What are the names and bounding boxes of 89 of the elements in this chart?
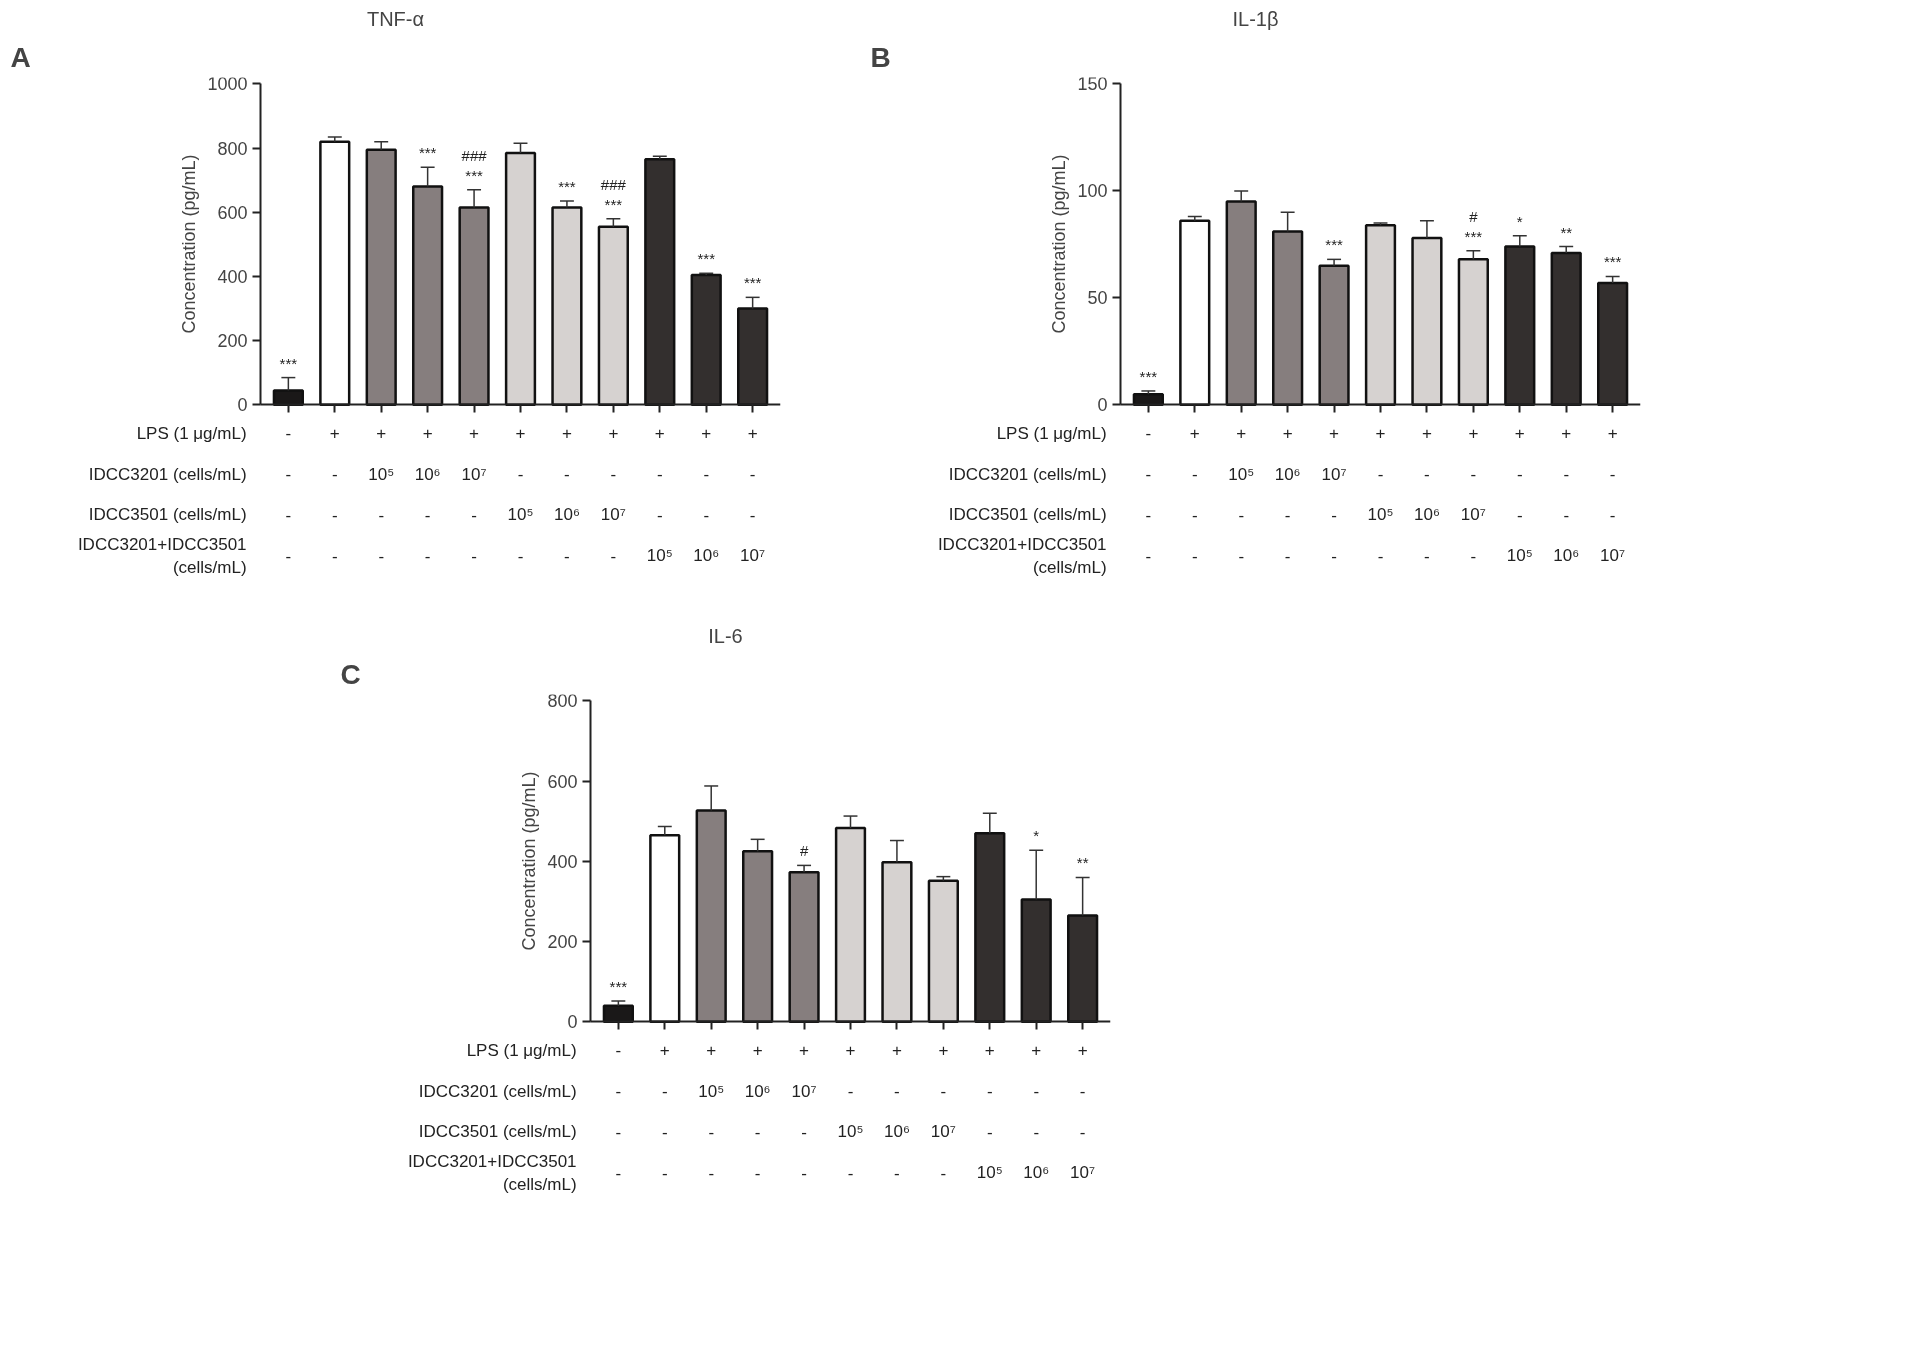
category-label: + 10⁷ - - — [1321, 424, 1347, 566]
text: IDCC3201 (cells/mL) — [88, 464, 247, 484]
y-tick-label: 150 — [1077, 74, 1108, 95]
y-tick-label: 200 — [547, 932, 578, 953]
text: IDCC3501 (cells/mL) — [88, 505, 247, 525]
annotation: *** — [604, 195, 623, 213]
y-tick-label: 600 — [217, 202, 248, 223]
chart-title: TNF-α — [366, 7, 425, 30]
text: IDCC3201+IDCC3501 (cells/mL) — [937, 534, 1107, 577]
annotation: *** — [1603, 253, 1622, 271]
y-tick-label: 0 — [1097, 395, 1108, 416]
category-label: + - - 10⁷ — [1070, 1041, 1096, 1183]
text: IDCC3201+IDCC3501 (cells/mL) — [77, 534, 247, 577]
category-label: + - 10⁵ - — [1367, 424, 1394, 566]
y-tick-label: 100 — [1077, 181, 1108, 202]
category-label: + - - - — [659, 1041, 670, 1183]
category-label: + - 10⁷ - — [930, 1041, 956, 1183]
y-tick-label: 400 — [217, 266, 248, 287]
category-label: - - - - — [615, 1041, 622, 1183]
category-label: + - - 10⁵ — [646, 424, 673, 566]
category-label: + - - 10⁶ — [693, 424, 720, 566]
y-tick-label: 50 — [1087, 288, 1108, 309]
y-tick-label: 800 — [547, 691, 578, 712]
annotation: *** — [558, 178, 576, 196]
y-axis-title: Concentration (pg/mL) — [519, 771, 540, 951]
annotation: ** — [1076, 854, 1089, 872]
category-label: - - - - — [285, 424, 292, 566]
category-label: - - - - — [1145, 424, 1152, 566]
category-label: + 10⁶ - - — [414, 424, 441, 566]
y-tick-label: 400 — [547, 851, 578, 872]
annotation: *** — [279, 354, 298, 372]
category-label: + - - 10⁶ — [1553, 424, 1580, 566]
annotation: *** — [418, 144, 437, 162]
annotation: * — [1033, 827, 1040, 845]
category-label: + - - - — [329, 424, 340, 566]
annotation: # — [799, 842, 809, 860]
category-label: + - - 10⁵ — [1506, 424, 1533, 566]
y-tick-label: 800 — [217, 138, 248, 159]
category-label: + - - 10⁵ — [976, 1041, 1003, 1183]
category-label: + - - 10⁶ — [1023, 1041, 1050, 1183]
category-label: + - - 10⁷ — [1600, 424, 1626, 566]
annotation: ### — [461, 146, 488, 164]
category-label: + - - - — [1189, 424, 1200, 566]
category-label: + 10⁵ - - — [698, 1041, 725, 1183]
annotation: *** — [609, 978, 628, 996]
y-tick-label: 200 — [217, 331, 248, 352]
text: IDCC3201 (cells/mL) — [948, 464, 1107, 484]
annotation: *** — [697, 250, 716, 268]
y-tick-label: 600 — [547, 771, 578, 792]
category-label: + - 10⁶ - — [553, 424, 580, 566]
annotation: * — [1516, 212, 1523, 230]
category-label: + 10⁷ - - — [791, 1041, 817, 1183]
annotation: *** — [1139, 367, 1158, 385]
category-label: + - 10⁶ - — [883, 1041, 910, 1183]
category-label: + - - 10⁷ — [740, 424, 766, 566]
text: IDCC3501 (cells/mL) — [418, 1122, 577, 1142]
annotation: ** — [1560, 223, 1573, 241]
category-label: + - 10⁶ - — [1413, 424, 1440, 566]
y-tick-label: 0 — [237, 395, 248, 416]
text: IDCC3501 (cells/mL) — [948, 505, 1107, 525]
y-axis-title: Concentration (pg/mL) — [1049, 154, 1070, 334]
text: LPS (1 μg/mL) — [466, 1040, 577, 1060]
annotation: *** — [465, 166, 483, 184]
text: IDCC3201 (cells/mL) — [418, 1081, 577, 1101]
category-label: + 10⁵ - - — [368, 424, 395, 566]
y-axis-title: Concentration (pg/mL) — [179, 154, 200, 334]
chart-title: IL-6 — [708, 624, 743, 647]
y-tick-label: 1000 — [207, 74, 248, 95]
category-label: + 10⁷ - - — [461, 424, 487, 566]
text: IDCC3201+IDCC3501 (cells/mL) — [407, 1151, 577, 1194]
text: A — [10, 41, 31, 73]
category-label: + - 10⁵ - — [507, 424, 534, 566]
text: LPS (1 μg/mL) — [136, 423, 247, 443]
annotation: ### — [600, 175, 627, 193]
annotation: *** — [743, 274, 762, 292]
annotation: *** — [1464, 227, 1483, 245]
text: B — [870, 41, 891, 73]
annotation: *** — [1325, 236, 1343, 254]
chart-title: IL-1β — [1232, 7, 1279, 30]
y-tick-label: 0 — [567, 1012, 578, 1033]
category-label: + 10⁶ - - — [1274, 424, 1301, 566]
category-label: + 10⁵ - - — [1228, 424, 1255, 566]
category-label: + 10⁶ - - — [744, 1041, 771, 1183]
annotation: # — [1469, 207, 1479, 225]
text: C — [340, 658, 361, 690]
category-label: + - 10⁷ - — [1460, 424, 1486, 566]
category-label: + - 10⁵ - — [837, 1041, 864, 1183]
text: LPS (1 μg/mL) — [996, 423, 1107, 443]
category-label: + - 10⁷ - — [600, 424, 626, 566]
